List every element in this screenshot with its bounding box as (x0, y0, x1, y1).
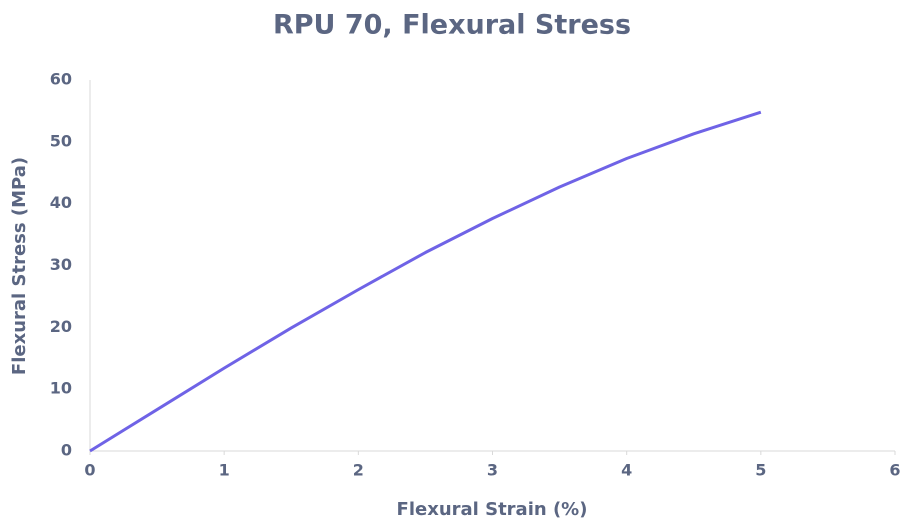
x-tick-label: 5 (755, 461, 766, 480)
x-tick-label: 2 (353, 461, 364, 480)
x-axis-title: Flexural Strain (%) (397, 499, 588, 520)
y-tick-label: 10 (50, 379, 72, 398)
y-tick-label: 30 (50, 255, 72, 274)
y-tick-label: 40 (50, 193, 72, 212)
x-tick-label: 6 (889, 461, 900, 480)
x-tick-label: 4 (621, 461, 632, 480)
y-axis-title: Flexural Stress (MPa) (9, 157, 30, 375)
data-line (89, 110, 762, 453)
x-tick-label: 0 (84, 461, 95, 480)
x-tick-label: 1 (219, 461, 230, 480)
y-tick-label: 20 (50, 317, 72, 336)
y-tick-label: 60 (50, 70, 72, 89)
y-tick-label: 0 (61, 441, 72, 460)
chart-title: RPU 70, Flexural Stress (273, 10, 631, 41)
x-tick-label: 3 (487, 461, 498, 480)
y-tick-label: 50 (50, 131, 72, 150)
